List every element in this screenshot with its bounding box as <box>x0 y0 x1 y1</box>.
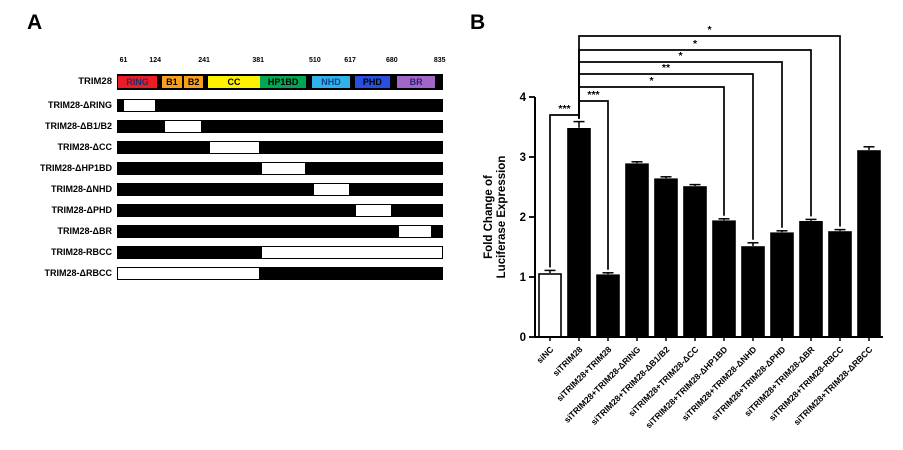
residue-number: 680 <box>385 57 398 64</box>
retained-region <box>155 99 443 112</box>
bar-siTRIM28+TRIM28 <box>596 274 620 338</box>
construct-row-label: TRIM28-ΔRBCC <box>44 268 112 278</box>
y-tick-label: 2 <box>520 212 526 224</box>
construct-bar <box>117 246 443 259</box>
construct-row-label: TRIM28-ΔB1/B2 <box>45 121 112 131</box>
residue-number: 510 <box>309 57 321 64</box>
sig-stars: *** <box>587 89 600 101</box>
retained-region <box>259 141 443 154</box>
construct-bar <box>117 204 443 217</box>
construct-row-label: TRIM28-ΔRING <box>48 100 112 110</box>
domain-box-nhd: NHD <box>311 76 351 88</box>
y-tick-label: 0 <box>520 332 526 344</box>
deleted-region <box>122 99 156 112</box>
residue-number: 617 <box>344 57 356 64</box>
y-tick-label: 3 <box>520 152 526 164</box>
construct-bar <box>117 225 443 238</box>
bar-siTRIM28+TRIM28-ΔNHD <box>741 246 765 338</box>
bar-siTRIM28+TRIM28-ΔRING <box>625 163 649 338</box>
residue-number: 124 <box>149 57 161 64</box>
residue-number: 241 <box>198 57 210 64</box>
sig-stars: ** <box>662 62 671 74</box>
sig-stars: * <box>649 75 654 87</box>
trim28-domain-diagram: 61 124 241 381 510 617 680 835 TRIM28 RING B1 B2 CC H… <box>0 0 450 450</box>
sig-stars: *** <box>558 103 571 115</box>
retained-region <box>117 246 262 259</box>
retained-region <box>349 183 443 196</box>
bar-siTRIM28+TRIM28-ΔHP1BD <box>712 220 736 338</box>
bar-siTRIM28+TRIM28-RBCC <box>828 231 852 338</box>
deleted-region <box>261 162 307 175</box>
bar-siTRIM28 <box>567 128 591 338</box>
sig-stars: * <box>693 38 698 50</box>
deleted-region <box>163 120 203 133</box>
deleted-region <box>398 225 432 238</box>
panel-b-label: B <box>470 11 486 34</box>
x-category-label: siNC <box>534 344 555 365</box>
protein-bar: RING B1 B2 CC HP1BD NHD PHD BR <box>117 74 443 90</box>
panel-a-label: A <box>27 11 43 34</box>
domain-box-hp1bd: HP1BD <box>260 76 307 88</box>
construct-row-label: TRIM28-ΔPHD <box>51 205 112 215</box>
construct-bar <box>117 162 443 175</box>
construct-row-label: TRIM28-ΔHP1BD <box>40 163 112 173</box>
retained-region <box>117 183 313 196</box>
retained-region <box>202 120 443 133</box>
construct-bar <box>117 183 443 196</box>
construct-row-label: TRIM28-ΔNHD <box>51 184 112 194</box>
bar-siTRIM28+TRIM28-ΔCC <box>683 186 707 338</box>
retained-region <box>117 99 123 112</box>
protein-row-label: TRIM28 <box>78 76 112 87</box>
sig-stars: * <box>707 24 712 36</box>
construct-bar <box>117 267 443 280</box>
sig-bracket <box>578 35 841 227</box>
bar-siTRIM28+TRIM28-ΔBR <box>799 221 823 338</box>
residue-number: 61 <box>119 57 128 64</box>
y-tick-label: 4 <box>520 92 527 104</box>
bar-siNC <box>538 273 562 338</box>
deleted-region <box>354 204 392 217</box>
retained-region <box>117 225 398 238</box>
domain-box-phd: PHD <box>354 76 390 88</box>
y-tick-label: 1 <box>520 272 527 284</box>
luciferase-bar-chart: 0 1 2 3 4 Fold Change ofLuciferase Expression… <box>483 24 883 430</box>
retained-region <box>117 204 355 217</box>
residue-number: 835 <box>433 57 446 64</box>
bar-siTRIM28+TRIM28-ΔPHD <box>770 232 794 338</box>
deleted-region <box>117 267 261 280</box>
construct-bar <box>117 99 443 112</box>
construct-row-label: TRIM28-ΔBR <box>57 226 112 236</box>
bar-siTRIM28+TRIM28-ΔRBCC <box>857 150 881 338</box>
construct-bar <box>117 141 443 154</box>
retained-region <box>117 120 164 133</box>
construct-row-label: TRIM28-RBCC <box>50 247 112 257</box>
retained-region <box>391 204 443 217</box>
domain-box-cc: CC <box>207 76 261 88</box>
construct-row-label: TRIM28-ΔCC <box>57 142 112 152</box>
sig-stars: * <box>678 50 683 62</box>
retained-region <box>117 162 262 175</box>
domain-box-br: BR <box>397 76 436 88</box>
construct-bar <box>117 120 443 133</box>
retained-region <box>431 225 443 238</box>
retained-region <box>306 162 443 175</box>
retained-region <box>260 267 443 280</box>
y-axis-title: Fold Change ofLuciferase Expression <box>483 156 508 279</box>
deleted-region <box>261 246 443 259</box>
residue-number: 381 <box>252 57 264 64</box>
deleted-region <box>312 183 350 196</box>
domain-box-b1: B1 <box>161 76 182 88</box>
domain-box-ring: RING <box>117 76 158 88</box>
retained-region <box>117 141 209 154</box>
domain-box-b2: B2 <box>184 76 204 88</box>
bar-siTRIM28+TRIM28-ΔB1/B2 <box>654 178 678 338</box>
deleted-region <box>208 141 260 154</box>
